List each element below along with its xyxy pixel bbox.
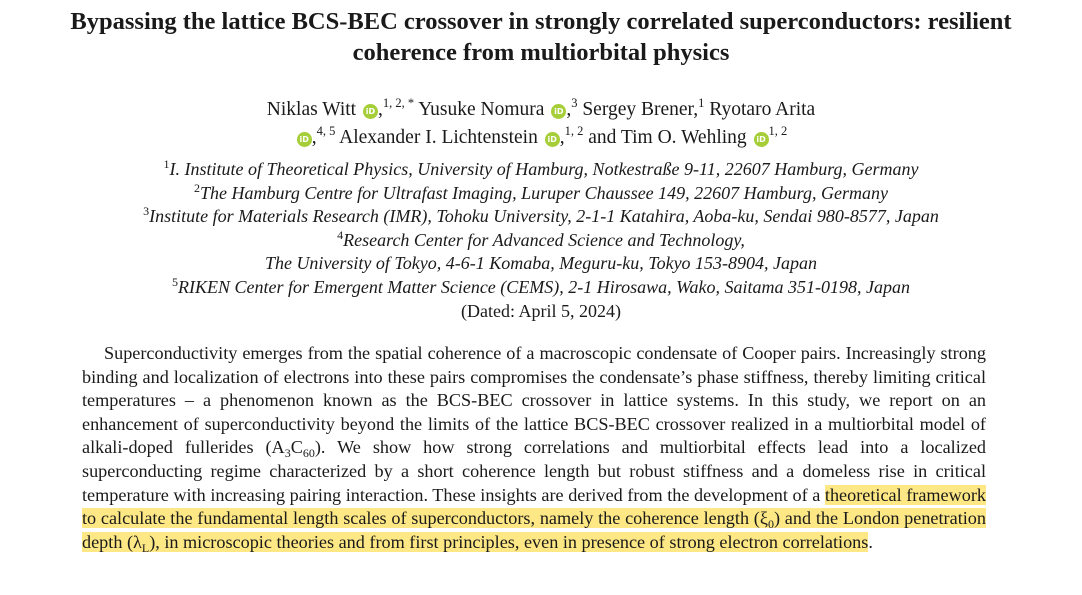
subscript: 0	[767, 517, 774, 532]
affiliation-marker: 4	[337, 227, 344, 242]
affiliation-text: The University of Tokyo, 4-6-1 Komaba, M…	[264, 253, 818, 274]
orcid-icon[interactable]: iD	[362, 104, 378, 119]
affiliation-marker: 5	[172, 274, 179, 289]
subscript: L	[141, 540, 150, 555]
highlight-text: theoretical framework to calculate the f…	[82, 484, 987, 529]
author-affiliation-marker: 1	[698, 96, 705, 110]
affiliation-list: 1I. Institute of Theoretical Physics, Un…	[0, 158, 1082, 323]
subscript: 60	[302, 446, 315, 461]
author-affiliation-marker: 1, 2	[768, 124, 788, 138]
affiliation: 5RIKEN Center for Emergent Matter Scienc…	[0, 276, 1082, 300]
author-affiliation-marker: 1, 2, *	[382, 96, 415, 110]
affiliation-text: Research Center for Advanced Science and…	[343, 229, 745, 250]
author-name: Niklas Witt	[266, 99, 357, 120]
orcid-icon[interactable]: iD	[296, 132, 312, 147]
author-list: Niklas Witt iD ,1, 2, * Yusuke Nomura iD,…	[0, 96, 1082, 152]
abstract-paragraph: Superconductivity emerges from the spati…	[82, 342, 987, 555]
author-line-2: iD ,4, 5 Alexander I. Lichtenstein iD ,1, …	[0, 124, 1082, 152]
affiliation: 1I. Institute of Theoretical Physics, Un…	[0, 158, 1082, 182]
author-name: Sergey Brener,	[582, 99, 699, 120]
affiliation: The University of Tokyo, 4-6-1 Komaba, M…	[0, 252, 1082, 276]
author-conjunction: and	[588, 127, 617, 148]
dated-line: (Dated: April 5, 2024)	[461, 300, 621, 321]
abstract: Superconductivity emerges from the spati…	[82, 342, 987, 555]
abstract-text: .	[868, 531, 873, 552]
affiliation-text: RIKEN Center for Emergent Matter Science…	[178, 276, 910, 297]
orcid-icon[interactable]: iD	[551, 104, 567, 119]
orcid-icon[interactable]: iD	[753, 132, 769, 147]
author-affiliation-marker: 4, 5	[316, 124, 336, 138]
paper-title: Bypassing the lattice BCS-BEC crossover …	[0, 6, 1082, 68]
author-name: Tim O. Wehling	[620, 127, 747, 148]
subscript: 3	[284, 446, 291, 461]
affiliation: 3Institute for Materials Research (IMR),…	[0, 205, 1082, 229]
affiliation: 4Research Center for Advanced Science an…	[0, 229, 1082, 253]
author-affiliation-marker: 3	[571, 96, 578, 110]
author-line-1: Niklas Witt iD ,1, 2, * Yusuke Nomura iD,…	[266, 96, 816, 120]
title-line-1: Bypassing the lattice BCS-BEC crossover …	[70, 8, 1012, 35]
abstract-text: Superconductivity emerges from the spati…	[82, 343, 986, 458]
title-line-2: coherence from multiorbital physics	[352, 39, 730, 66]
author-name: Alexander I. Lichtenstein	[339, 127, 538, 148]
author-name: Ryotaro Arita	[709, 99, 816, 120]
affiliation: 2The Hamburg Centre for Ultrafast Imagin…	[0, 182, 1082, 206]
abstract-text: ). We show how strong correlations and m…	[82, 437, 986, 505]
affiliation-marker: 3	[143, 204, 150, 219]
author-name: Yusuke Nomura	[418, 99, 545, 120]
highlight-text: ), in microscopic theories and from firs…	[149, 531, 869, 552]
affiliation-text: The Hamburg Centre for Ultrafast Imaging…	[200, 182, 888, 203]
author-affiliation-marker: 1, 2	[564, 124, 584, 138]
highlight-text: ) and the London penetration depth (λ	[82, 508, 986, 552]
affiliation-marker: 2	[194, 180, 200, 195]
affiliation-text: I. Institute of Theoretical Physics, Uni…	[169, 159, 919, 179]
orcid-icon[interactable]: iD	[544, 132, 560, 147]
affiliation-marker: 1	[163, 157, 170, 171]
affiliation-text: Institute for Materials Research (IMR), …	[149, 206, 939, 227]
abstract-text: C	[290, 437, 303, 458]
